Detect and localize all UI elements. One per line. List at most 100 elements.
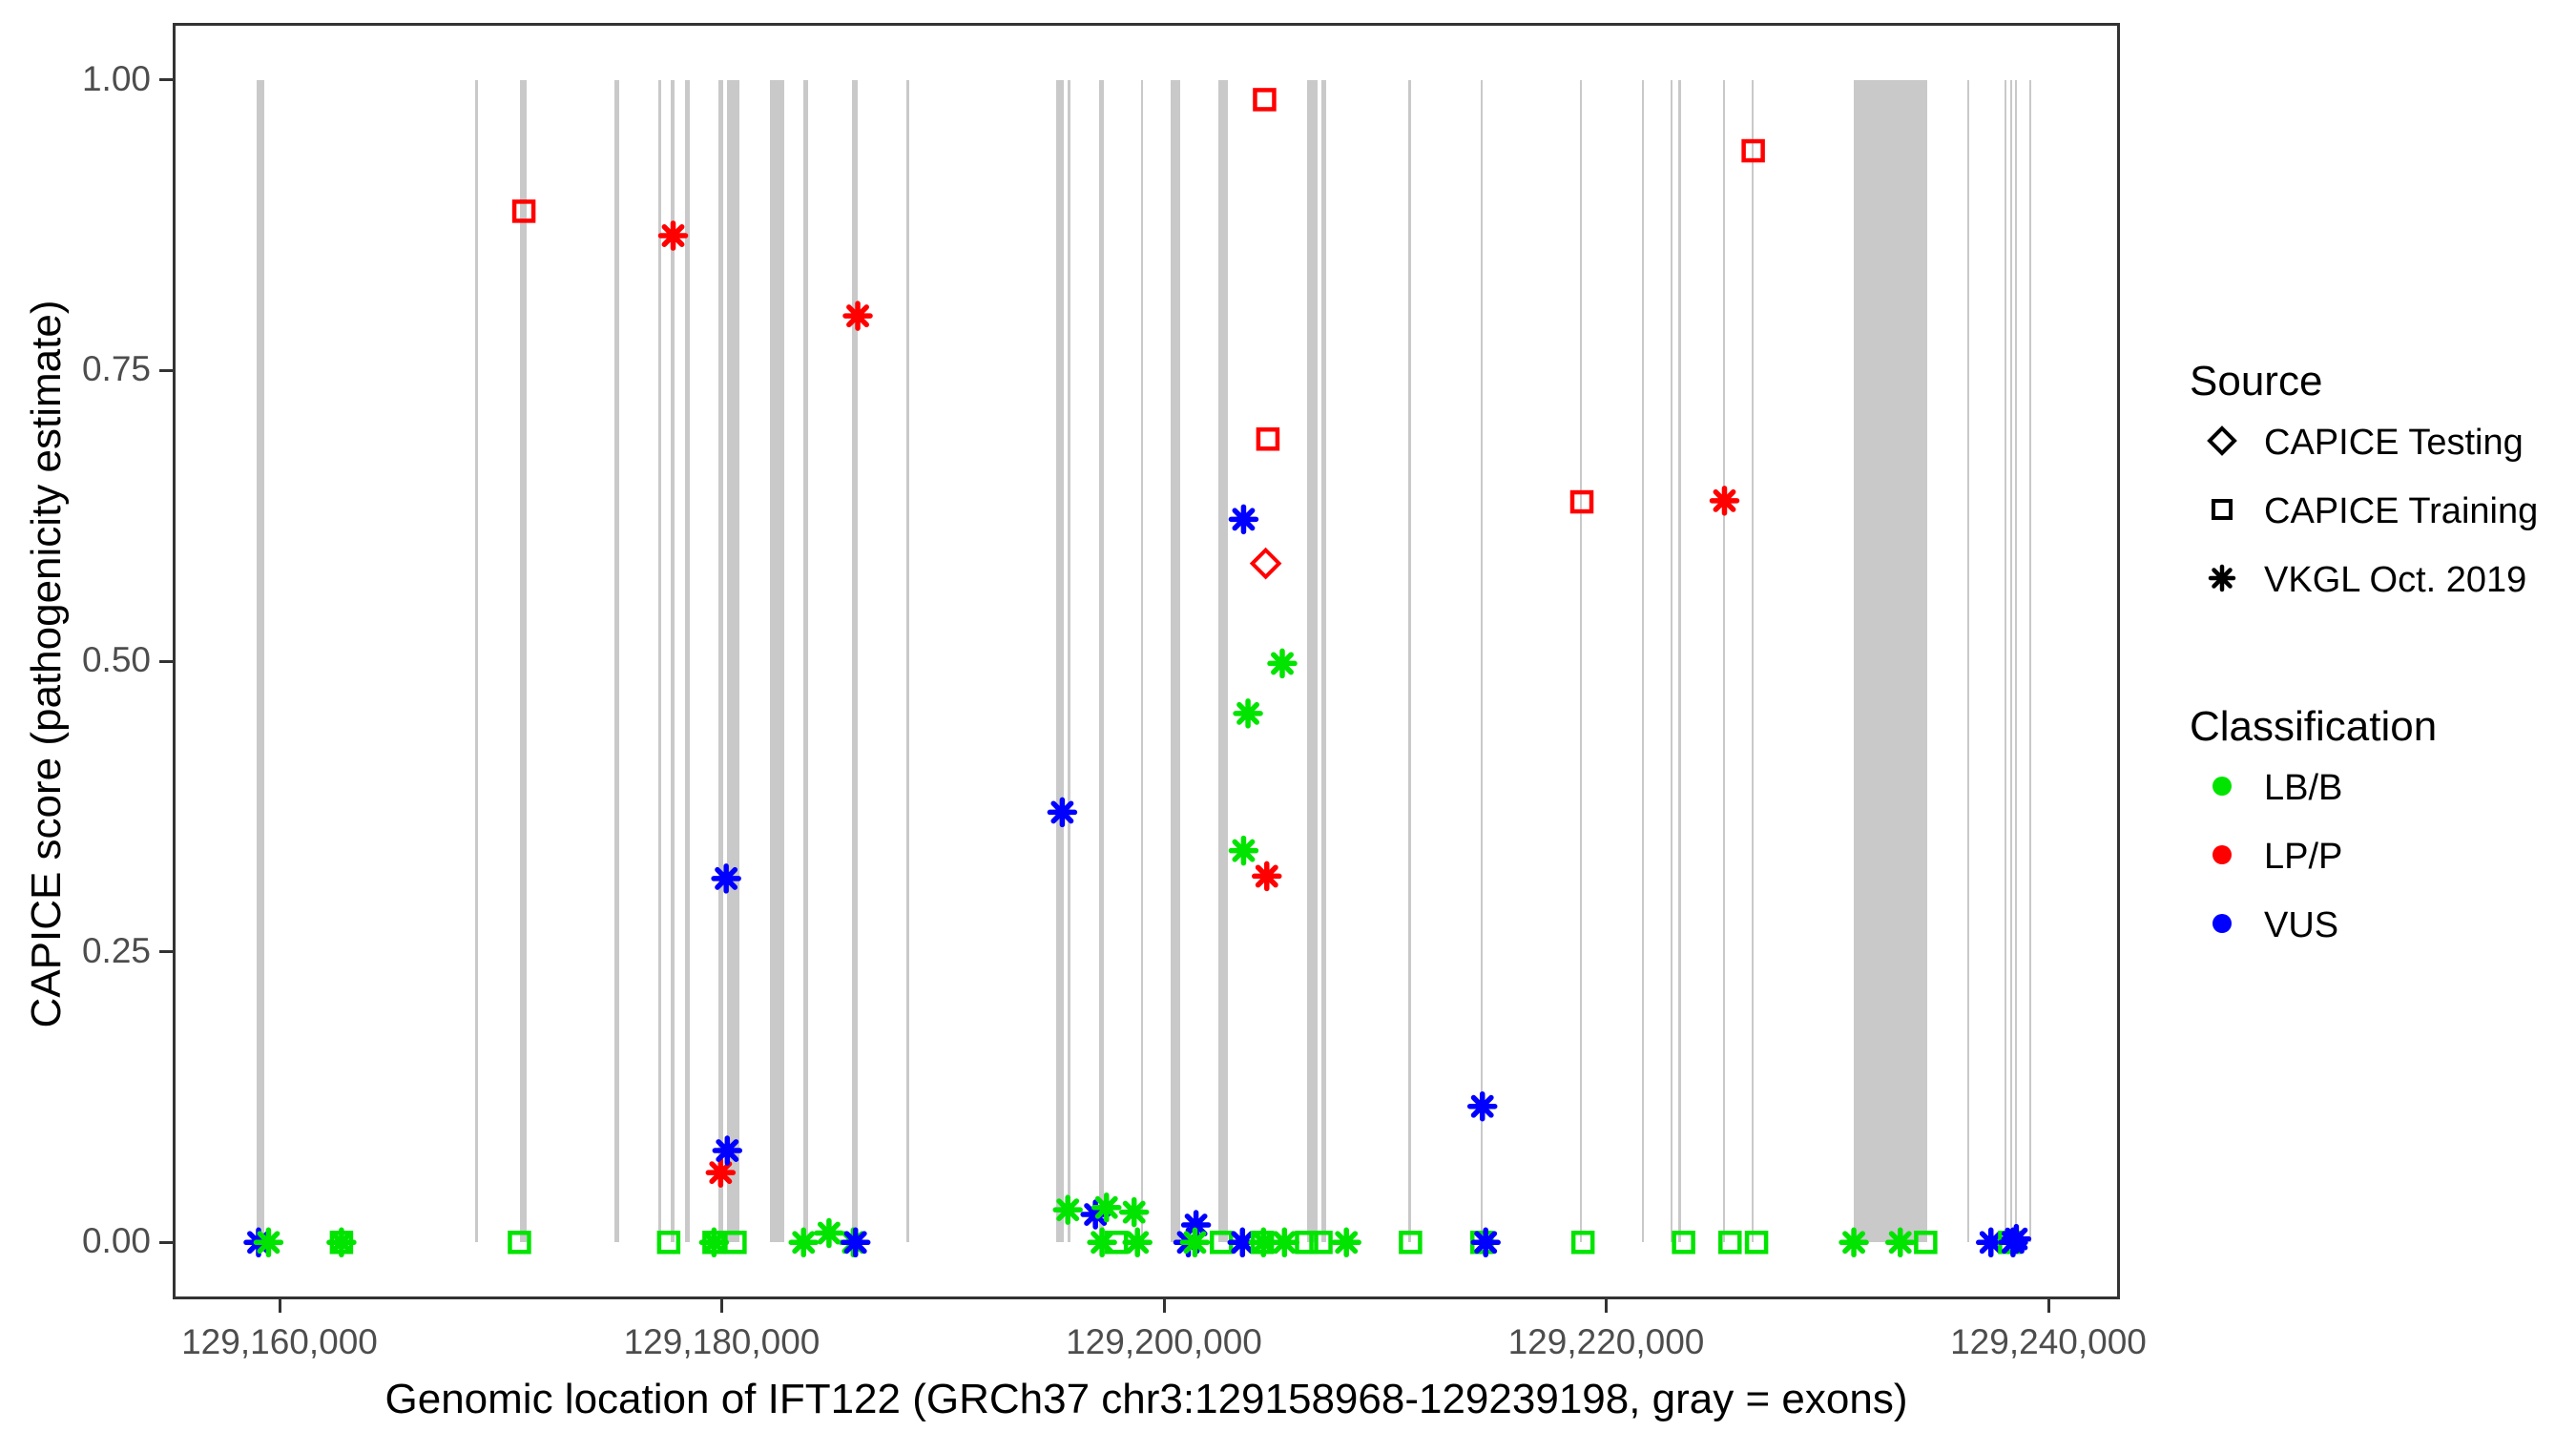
data-point-vkgl bbox=[1091, 1192, 1122, 1223]
exon-bar bbox=[727, 79, 740, 1243]
exon-bar bbox=[2014, 79, 2018, 1243]
exon-bar bbox=[671, 79, 675, 1243]
exon-bar bbox=[1678, 79, 1681, 1243]
data-point-training bbox=[1570, 1231, 1595, 1255]
legend-item-label: LB/B bbox=[2264, 767, 2343, 808]
exon-bar bbox=[475, 79, 479, 1243]
data-point-vkgl bbox=[1248, 1227, 1279, 1258]
data-point-training bbox=[1744, 1231, 1769, 1255]
x-tick-mark bbox=[720, 1299, 723, 1313]
data-point-vkgl bbox=[657, 220, 689, 251]
x-tick-label: 129,200,000 bbox=[1066, 1322, 1262, 1361]
data-point-vkgl bbox=[1252, 861, 1282, 892]
exon-bar bbox=[658, 79, 661, 1243]
x-tick-label: 129,180,000 bbox=[623, 1322, 821, 1361]
exon-bar bbox=[1171, 79, 1181, 1243]
legend-source-items: CAPICE Testing CAPICE Training VKGL Oct. 2… bbox=[2190, 408, 2538, 614]
exon-bar bbox=[2028, 79, 2032, 1243]
legend-item-asterisk: VKGL Oct. 2019 bbox=[2190, 546, 2538, 614]
data-point-vkgl bbox=[1228, 504, 1259, 535]
exon-bar bbox=[519, 79, 527, 1243]
x-tick-mark bbox=[278, 1299, 281, 1313]
exon-bar bbox=[1641, 79, 1645, 1243]
legend-item-square: CAPICE Training bbox=[2190, 477, 2538, 546]
data-point-vkgl bbox=[712, 1135, 743, 1166]
diamond-icon bbox=[2207, 425, 2237, 456]
y-tick-label: 0.50 bbox=[81, 640, 151, 679]
data-point-vkgl bbox=[814, 1217, 844, 1249]
exon-bar bbox=[1670, 79, 1673, 1243]
y-tick-label: 0.25 bbox=[81, 930, 151, 970]
data-point-training bbox=[1399, 1231, 1423, 1255]
data-point-training bbox=[1569, 489, 1594, 514]
y-tick-mark bbox=[159, 78, 173, 82]
square-icon bbox=[2212, 498, 2233, 520]
data-point-vkgl bbox=[1839, 1227, 1869, 1258]
exon-bar bbox=[1218, 79, 1229, 1243]
data-point-training bbox=[1309, 1231, 1333, 1255]
x-tick-mark bbox=[2046, 1299, 2050, 1313]
data-point-vkgl bbox=[1179, 1227, 1211, 1258]
x-tick-mark bbox=[1162, 1299, 1166, 1313]
exon-bar bbox=[1966, 79, 1970, 1243]
data-point-vkgl bbox=[1709, 486, 1740, 516]
legend-classification-items: LB/B LP/P VUS bbox=[2190, 754, 2538, 960]
data-point-training bbox=[1914, 1231, 1938, 1255]
y-tick-label: 0.00 bbox=[81, 1221, 151, 1261]
exon-bar bbox=[1854, 79, 1927, 1243]
data-point-vkgl bbox=[1080, 1199, 1111, 1230]
exon-bar bbox=[685, 79, 691, 1243]
data-point-vkgl bbox=[1228, 835, 1259, 866]
data-point-vkgl bbox=[1052, 1194, 1083, 1225]
data-point-vkgl bbox=[1087, 1227, 1117, 1258]
data-point-vkgl bbox=[1122, 1227, 1153, 1258]
exon-bar bbox=[1480, 79, 1484, 1243]
dot-icon bbox=[2212, 913, 2232, 933]
data-points-layer bbox=[243, 88, 2032, 1258]
data-point-training bbox=[656, 1231, 681, 1255]
exon-bar bbox=[1751, 79, 1755, 1243]
data-point-training bbox=[1256, 427, 1280, 451]
y-tick-mark bbox=[159, 950, 173, 954]
exon-bar bbox=[905, 79, 909, 1243]
data-point-vkgl bbox=[1227, 1227, 1258, 1258]
data-point-training bbox=[1295, 1231, 1319, 1255]
y-tick-mark bbox=[159, 659, 173, 663]
data-point-vkgl bbox=[788, 1227, 820, 1258]
data-point-vkgl bbox=[1233, 698, 1263, 729]
data-point-vkgl bbox=[842, 301, 873, 331]
legend-source-title: Source bbox=[2190, 358, 2323, 404]
legend-item-dot: LB/B bbox=[2190, 754, 2538, 822]
legend-item-diamond: CAPICE Testing bbox=[2190, 408, 2538, 477]
data-point-training bbox=[723, 1231, 747, 1255]
legend-item-label: VUS bbox=[2264, 904, 2339, 945]
x-tick-label: 129,160,000 bbox=[181, 1322, 378, 1361]
exon-bar bbox=[1321, 79, 1327, 1243]
y-tick-mark bbox=[159, 368, 173, 372]
data-point-vkgl bbox=[1466, 1090, 1498, 1122]
x-tick-label: 129,240,000 bbox=[1950, 1322, 2147, 1361]
dot-icon bbox=[2212, 844, 2232, 864]
data-point-vkgl bbox=[1269, 1227, 1300, 1258]
y-tick-label: 1.00 bbox=[81, 58, 151, 98]
data-point-vkgl bbox=[711, 863, 741, 894]
exon-bar bbox=[1306, 79, 1318, 1243]
legend-item-dot: VUS bbox=[2190, 891, 2538, 960]
dot-icon bbox=[2212, 776, 2232, 796]
data-point-vkgl bbox=[1180, 1210, 1212, 1240]
legend-classification-title: Classification bbox=[2190, 703, 2438, 750]
data-point-vkgl bbox=[253, 1227, 284, 1258]
exon-bar bbox=[1055, 79, 1064, 1243]
data-point-vkgl bbox=[1331, 1227, 1361, 1258]
data-point-vkgl bbox=[2001, 1223, 2032, 1255]
data-point-testing bbox=[1249, 547, 1282, 580]
exon-bar bbox=[718, 79, 724, 1243]
exon-bar bbox=[1099, 79, 1105, 1243]
data-point-training bbox=[1672, 1231, 1695, 1255]
x-tick-label: 129,220,000 bbox=[1507, 1322, 1705, 1361]
exon-bar bbox=[770, 79, 785, 1243]
exon-bar bbox=[1579, 79, 1583, 1243]
exon-bar bbox=[2009, 79, 2013, 1243]
legend: Source CAPICE Testing CAPICE Training VKGL… bbox=[2190, 355, 2538, 960]
